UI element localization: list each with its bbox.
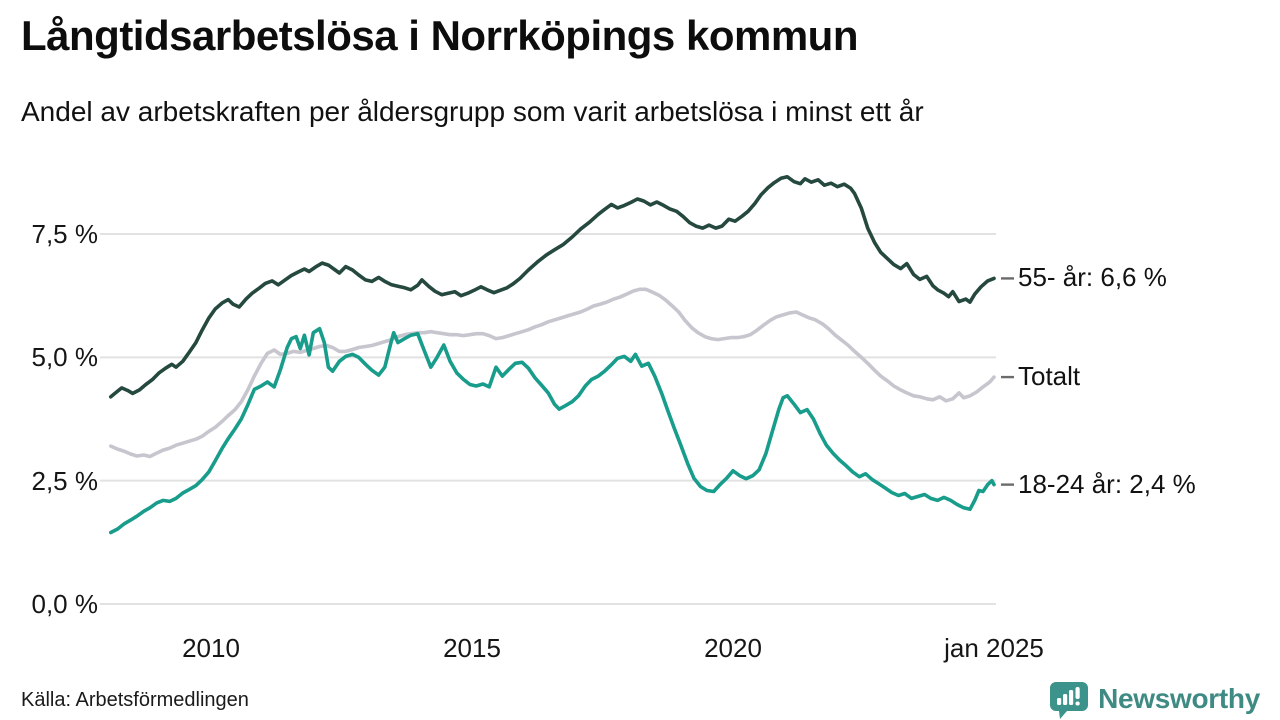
newsworthy-logo-text: Newsworthy <box>1098 683 1260 714</box>
series-line-18-24-r <box>109 326 996 535</box>
y-axis-label: 5,0 % <box>31 342 99 373</box>
page-title: Långtidsarbetslösa i Norrköpings kommun <box>21 12 858 59</box>
x-axis-label: 2015 <box>443 633 501 663</box>
newsworthy-logo-icon <box>1050 682 1089 719</box>
series-end-label: Totalt <box>1018 361 1081 392</box>
series-end-label: 18-24 år: 2,4 % <box>1018 468 1196 499</box>
x-axis-label: jan 2025 <box>944 633 1044 663</box>
y-axis-label: 2,5 % <box>31 465 99 496</box>
y-axis-label: 0,0 % <box>31 589 99 619</box>
chart-subtitle: Andel av arbetskraften per åldersgrupp s… <box>21 96 924 127</box>
newsworthy-logo: Newsworthy <box>1049 681 1260 720</box>
x-axis-label: 2010 <box>182 633 240 663</box>
series-line-55-r <box>109 175 996 399</box>
series-end-label: 55- år: 6,6 % <box>1018 262 1167 293</box>
source-note: Källa: Arbetsförmedlingen <box>21 689 249 711</box>
y-axis-label: 7,5 % <box>31 219 99 250</box>
x-axis-label: 2020 <box>704 633 762 663</box>
series-line-totalt <box>109 287 996 459</box>
